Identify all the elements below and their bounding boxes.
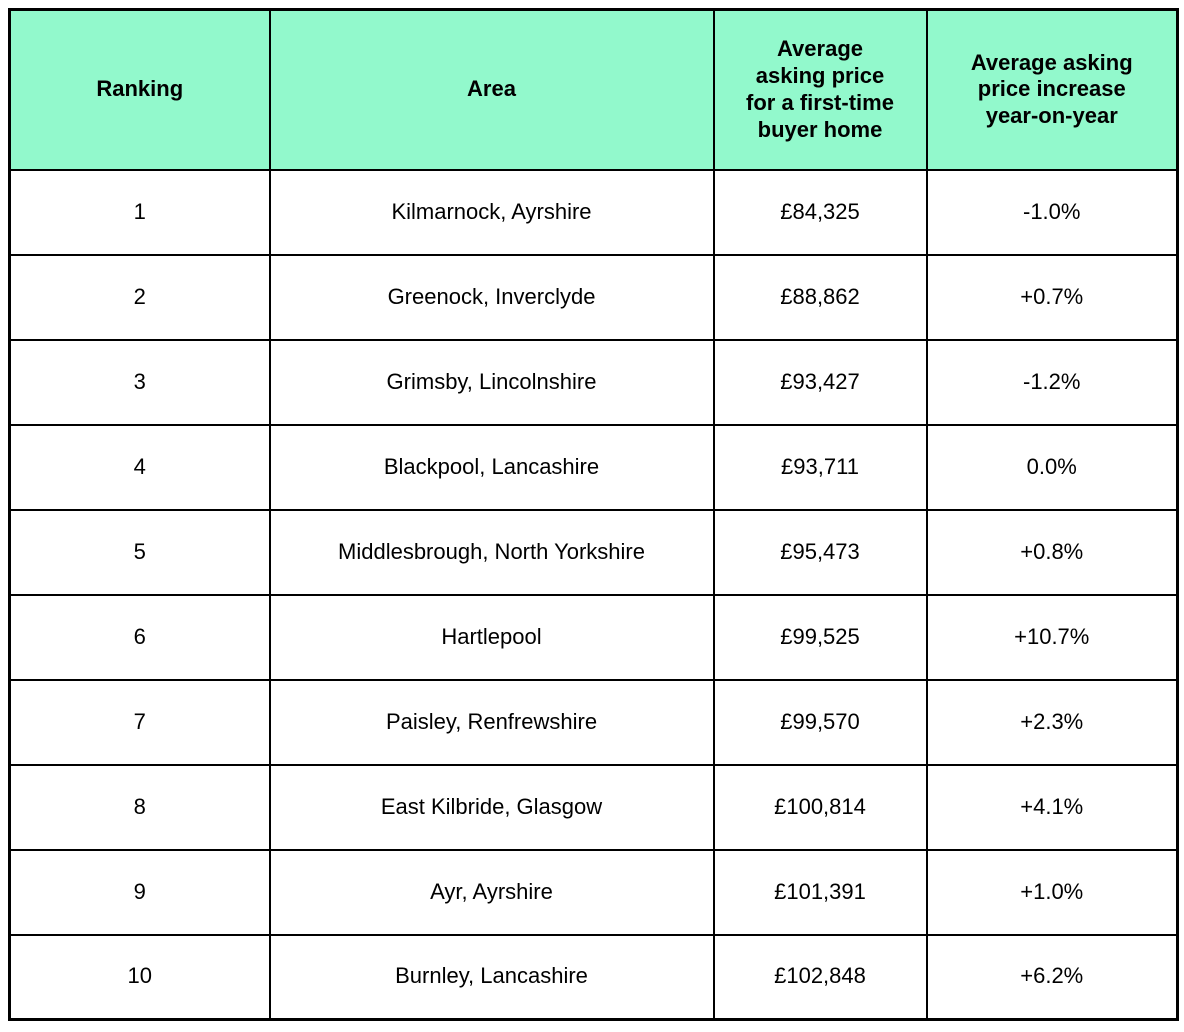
table-row: 10 Burnley, Lancashire £102,848 +6.2% — [8, 933, 1179, 1021]
header-ranking: Ranking — [8, 8, 271, 171]
cell-area: Grimsby, Lincolnshire — [268, 338, 715, 426]
table-row: 8 East Kilbride, Glasgow £100,814 +4.1% — [8, 763, 1179, 851]
header-price-increase-yoy: Average asking price increase year-on-ye… — [925, 8, 1179, 171]
cell-area: Greenock, Inverclyde — [268, 253, 715, 341]
cell-change: +6.2% — [925, 933, 1179, 1021]
first-time-buyer-price-table: Ranking Area Average asking price for a … — [8, 8, 1179, 1021]
cell-price: £88,862 — [712, 253, 928, 341]
cell-area: Paisley, Renfrewshire — [268, 678, 715, 766]
cell-ranking: 4 — [8, 423, 271, 511]
cell-change: +10.7% — [925, 593, 1179, 681]
cell-ranking: 2 — [8, 253, 271, 341]
cell-change: +0.7% — [925, 253, 1179, 341]
cell-price: £102,848 — [712, 933, 928, 1021]
cell-area: Ayr, Ayrshire — [268, 848, 715, 936]
table-row: 9 Ayr, Ayrshire £101,391 +1.0% — [8, 848, 1179, 936]
table-body: 1 Kilmarnock, Ayrshire £84,325 -1.0% 2 G… — [8, 168, 1179, 1021]
header-average-asking-price: Average asking price for a first-time bu… — [712, 8, 928, 171]
cell-price: £84,325 — [712, 168, 928, 256]
cell-change: -1.2% — [925, 338, 1179, 426]
cell-area: Burnley, Lancashire — [268, 933, 715, 1021]
cell-ranking: 5 — [8, 508, 271, 596]
cell-ranking: 7 — [8, 678, 271, 766]
table-row: 1 Kilmarnock, Ayrshire £84,325 -1.0% — [8, 168, 1179, 256]
header-row: Ranking Area Average asking price for a … — [8, 8, 1179, 171]
cell-change: +1.0% — [925, 848, 1179, 936]
cell-price: £93,427 — [712, 338, 928, 426]
cell-price: £99,570 — [712, 678, 928, 766]
cell-area: Kilmarnock, Ayrshire — [268, 168, 715, 256]
cell-area: Middlesbrough, North Yorkshire — [268, 508, 715, 596]
cell-ranking: 6 — [8, 593, 271, 681]
table-row: 3 Grimsby, Lincolnshire £93,427 -1.2% — [8, 338, 1179, 426]
cell-ranking: 8 — [8, 763, 271, 851]
table-row: 5 Middlesbrough, North Yorkshire £95,473… — [8, 508, 1179, 596]
cell-price: £99,525 — [712, 593, 928, 681]
cell-change: +2.3% — [925, 678, 1179, 766]
table-header: Ranking Area Average asking price for a … — [8, 8, 1179, 171]
cell-ranking: 9 — [8, 848, 271, 936]
table-row: 2 Greenock, Inverclyde £88,862 +0.7% — [8, 253, 1179, 341]
table-row: 7 Paisley, Renfrewshire £99,570 +2.3% — [8, 678, 1179, 766]
cell-ranking: 3 — [8, 338, 271, 426]
header-area: Area — [268, 8, 715, 171]
cell-change: +0.8% — [925, 508, 1179, 596]
cell-area: Blackpool, Lancashire — [268, 423, 715, 511]
table-row: 6 Hartlepool £99,525 +10.7% — [8, 593, 1179, 681]
table-row: 4 Blackpool, Lancashire £93,711 0.0% — [8, 423, 1179, 511]
cell-area: East Kilbride, Glasgow — [268, 763, 715, 851]
cell-change: -1.0% — [925, 168, 1179, 256]
cell-ranking: 10 — [8, 933, 271, 1021]
cell-price: £93,711 — [712, 423, 928, 511]
cell-price: £95,473 — [712, 508, 928, 596]
cell-price: £100,814 — [712, 763, 928, 851]
cell-change: 0.0% — [925, 423, 1179, 511]
cell-ranking: 1 — [8, 168, 271, 256]
cell-area: Hartlepool — [268, 593, 715, 681]
cell-price: £101,391 — [712, 848, 928, 936]
cell-change: +4.1% — [925, 763, 1179, 851]
